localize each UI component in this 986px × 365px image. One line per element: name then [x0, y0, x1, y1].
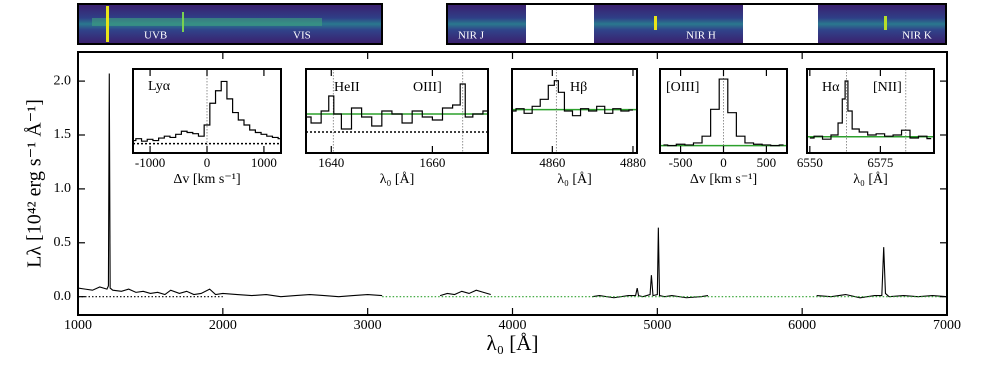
- plot: 1640 1660 λ₀ [Å] HeII OIII]: [305, 68, 489, 187]
- y-tick-label: 0.0: [54, 289, 72, 304]
- data-line: [77, 73, 948, 299]
- x-tick-label: 6000: [788, 318, 816, 333]
- line-label: [OIII]: [666, 80, 699, 95]
- data-line: [663, 78, 784, 147]
- panel-label: UVB: [144, 30, 167, 42]
- x-axis-label: Δv [km s⁻¹]: [173, 172, 240, 187]
- x-axis-label: λ₀ [Å]: [557, 171, 592, 187]
- spectrum-2d: UVB VIS NIR J NIR H NIR K: [77, 3, 947, 45]
- x-tick-label: -1000: [135, 155, 165, 170]
- x-tick-label: 1640: [318, 155, 344, 170]
- y-tick-label: 0.5: [54, 235, 72, 250]
- x-tick-label: 1000: [251, 155, 277, 170]
- x-axis-label: λ₀ [Å]: [380, 171, 415, 187]
- line-label: Hα: [822, 80, 840, 95]
- x-tick-label: 2000: [209, 318, 237, 333]
- data-line: [512, 80, 633, 117]
- frame: [806, 68, 935, 154]
- x-axis-label: Δv [km s⁻¹]: [690, 172, 757, 187]
- plot: -1000 0 1000 Δv [km s⁻¹] Lyα: [132, 68, 282, 187]
- panel-label: NIR K: [902, 30, 932, 42]
- x-axis-label: λ₀ [Å]: [853, 171, 888, 187]
- x-tick-label: 3000: [354, 318, 382, 333]
- panel-label: NIR H: [686, 30, 716, 42]
- data-line: [133, 80, 281, 142]
- y-tick-label: 2.0: [54, 73, 72, 88]
- gap: [526, 5, 594, 43]
- x-tick-label: 0: [204, 155, 211, 170]
- x-tick-label: 7000: [933, 318, 961, 333]
- y-axis-label: Lλ [10⁴² erg s⁻¹ Å⁻¹]: [24, 99, 46, 268]
- bright-line: [654, 16, 657, 30]
- y-tick-label: 1.0: [54, 181, 72, 196]
- data-line: [306, 83, 488, 130]
- frame: [305, 68, 489, 154]
- line-label: OIII]: [413, 80, 442, 95]
- plot: 1000 2000 3000 4000 5000 6000 70000.00.51.01.5…: [24, 51, 961, 355]
- inset-background: [512, 69, 637, 153]
- x-tick-label: 6575: [867, 155, 893, 170]
- gap: [743, 5, 818, 43]
- data-line: [809, 80, 932, 140]
- line-label: Lyα: [148, 79, 171, 94]
- trace: [92, 18, 322, 26]
- x-tick-label: 4860: [539, 155, 565, 170]
- panel-label: VIS: [293, 30, 311, 42]
- x-tick-label: 1000: [64, 318, 92, 333]
- x-tick-label: 0: [720, 155, 727, 170]
- line-label: Hβ: [570, 80, 587, 95]
- x-tick-label: 500: [757, 155, 777, 170]
- frame: [511, 68, 638, 154]
- y-tick-label: 1.5: [54, 127, 72, 142]
- x-axis-label: λ₀ [Å]: [487, 331, 539, 355]
- plot: 4860 4880 λ₀ [Å] Hβ: [511, 68, 646, 187]
- x-tick-label: 5000: [643, 318, 671, 333]
- x-tick-label: -500: [669, 155, 693, 170]
- bright-line: [106, 6, 109, 42]
- x-tick-label: 6550: [797, 155, 823, 170]
- bright-line: [182, 12, 184, 32]
- x-tick-label: 4880: [620, 155, 646, 170]
- line-label: HeII: [334, 80, 360, 95]
- line-label: [NII]: [873, 80, 902, 95]
- panel-label: NIR J: [458, 30, 485, 42]
- inset-background: [306, 69, 488, 153]
- x-tick-label: 4000: [499, 318, 527, 333]
- bright-line: [884, 16, 887, 30]
- x-tick-label: 1660: [419, 155, 445, 170]
